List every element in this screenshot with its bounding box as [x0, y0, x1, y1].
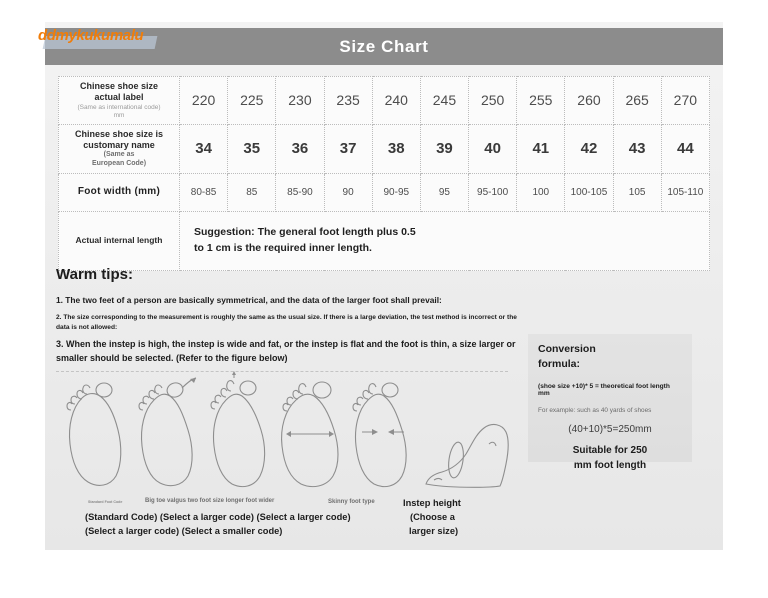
cell-mm: 245 — [419, 76, 470, 125]
row-label-mm-unit: mm — [113, 111, 125, 119]
page-title: Size Chart — [339, 36, 429, 56]
warm-tip-3: 3. When the instep is high, the instep i… — [56, 339, 516, 363]
cell-width: 90 — [323, 172, 373, 212]
cell-mm: 235 — [323, 76, 373, 125]
footprint-skinny-icon — [352, 382, 407, 488]
cell-mm: 255 — [516, 76, 566, 125]
conversion-calculation: (40+10)*5=250mm — [568, 424, 652, 436]
cell-eu: 44 — [660, 123, 711, 174]
table-row-mm: Chinese shoe size actual label (Same as … — [58, 76, 711, 125]
footprint-valgus-icon — [138, 377, 197, 487]
cell-width: 95 — [419, 172, 470, 212]
cell-mm: 260 — [564, 76, 614, 125]
note-line-1: Suggestion: The general foot length plus… — [194, 226, 416, 238]
caption-standard-foot-code: Standard Foot Code — [88, 500, 123, 504]
conversion-title-line-1: Conversion — [538, 343, 596, 355]
row-label-eu-sub2: European Code) — [91, 160, 147, 167]
warm-tip-1: 1. The two feet of a person are basicall… — [56, 295, 442, 305]
warm-tips-title: Warm tips: — [56, 266, 133, 283]
row-label-eu-sub: (Same as — [103, 151, 135, 159]
warm-tip-2: 2. The size corresponding to the measure… — [56, 314, 517, 331]
foot-diagrams — [56, 368, 516, 503]
cell-eu: 35 — [227, 123, 277, 174]
brand-logo: ddmykukumalu — [38, 27, 158, 51]
cell-eu: 41 — [516, 123, 566, 174]
conversion-formula-box: Conversion formula: (shoe size +10)* 5 =… — [528, 334, 692, 471]
cell-eu: 37 — [323, 123, 373, 174]
cell-width: 85-90 — [275, 172, 325, 212]
caption-valgus-longer-wider: Big toe valgus two foot size longer foot… — [145, 498, 275, 504]
header-bar: Size Chart — [45, 28, 723, 65]
cell-eu: 42 — [564, 123, 614, 174]
conversion-result-line-2: mm foot length — [573, 460, 647, 472]
note-line-2: to 1 cm is the required inner length. — [194, 241, 372, 254]
diagram-divider — [56, 371, 508, 372]
footprint-wider-icon — [281, 381, 339, 488]
caption-skinny-foot-type: Skinny foot type — [328, 499, 375, 505]
row-label-eu-main: Chinese shoe size is — [74, 128, 164, 139]
size-chart-table: Chinese shoe size actual label (Same as … — [58, 76, 711, 271]
row-label-mm-main: Chinese shoe size — [79, 81, 159, 91]
conversion-result-line-1: Suitable for 250 — [572, 445, 648, 457]
internal-length-note: Suggestion: The general foot length plus… — [179, 210, 710, 271]
caption-instep-choose-line-2: larger size) — [409, 526, 459, 536]
row-label-internal-length: Actual internal length — [58, 210, 180, 271]
cell-width: 80-85 — [178, 172, 229, 212]
footprint-longer-icon — [210, 371, 266, 488]
cell-width: 90-95 — [371, 172, 421, 212]
cell-mm: 265 — [612, 76, 662, 125]
cell-eu: 34 — [178, 123, 229, 174]
cell-width: 100 — [516, 172, 566, 212]
cell-mm: 230 — [275, 76, 325, 125]
caption-code-line-1: (Standard Code) (Select a larger code) (… — [85, 512, 351, 522]
conversion-example: For example: such as 40 yards of shoes — [538, 407, 652, 415]
table-row-width: Foot width (mm) 80-85 85 85-90 90 90-95 … — [58, 172, 711, 212]
cell-eu: 38 — [371, 123, 421, 174]
caption-instep-height: Instep height — [403, 498, 461, 508]
cell-width: 85 — [227, 172, 277, 212]
table-row-eu: Chinese shoe size is customary name (Sam… — [58, 123, 711, 174]
conversion-title: Conversion formula: — [538, 342, 682, 372]
cell-eu: 36 — [275, 123, 325, 174]
cell-width: 95-100 — [468, 172, 518, 212]
conversion-result: Suitable for 250 mm foot length — [538, 443, 682, 473]
cell-eu: 40 — [468, 123, 518, 174]
conversion-title-line-2: formula: — [538, 358, 580, 371]
footprint-standard-icon — [66, 382, 122, 486]
row-label-eu-strong: customary name — [83, 140, 155, 150]
cell-width: 105-110 — [660, 172, 711, 212]
foot-profile-instep-icon — [425, 423, 509, 488]
row-label-mm: Chinese shoe size actual label (Same as … — [58, 76, 180, 125]
conversion-formula: (shoe size +10)* 5 = theoretical foot le… — [538, 383, 670, 398]
caption-code-line-2: (Select a larger code) (Select a smaller… — [85, 526, 283, 536]
cell-mm: 220 — [178, 76, 229, 125]
table-row-note: Actual internal length Suggestion: The g… — [58, 210, 710, 271]
cell-width: 105 — [612, 172, 662, 212]
row-label-eu: Chinese shoe size is customary name (Sam… — [58, 123, 180, 174]
cell-eu: 39 — [419, 123, 470, 174]
row-label-mm-strong: actual label — [94, 92, 144, 103]
cell-mm: 250 — [468, 76, 518, 125]
row-label-width: Foot width (mm) — [58, 172, 180, 212]
cell-mm: 225 — [227, 76, 277, 125]
cell-eu: 43 — [612, 123, 662, 174]
cell-mm: 270 — [660, 76, 711, 125]
cell-mm: 240 — [371, 76, 421, 125]
cell-width: 100-105 — [564, 172, 614, 212]
row-label-mm-sub: (Same as international code) — [77, 103, 161, 111]
logo-text: ddmykukumalu — [38, 27, 144, 44]
caption-instep-choose-line-1: (Choose a — [410, 512, 455, 522]
foot-diagram-svg — [66, 371, 509, 488]
